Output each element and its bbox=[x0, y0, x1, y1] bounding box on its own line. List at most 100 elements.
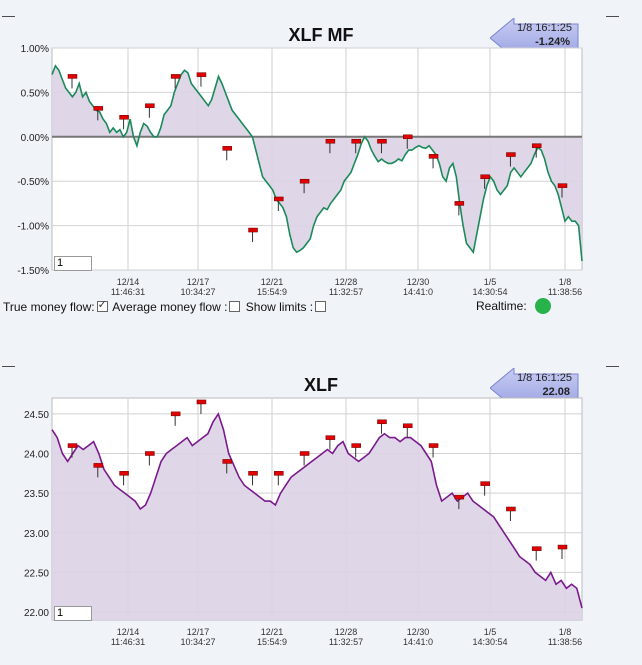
show-limits-checkbox[interactable] bbox=[315, 301, 327, 312]
y-tick-label: 1.00% bbox=[21, 44, 49, 55]
event-marker[interactable] bbox=[119, 115, 129, 120]
event-marker[interactable] bbox=[480, 174, 490, 180]
series-area bbox=[52, 413, 582, 620]
event-marker[interactable] bbox=[274, 471, 284, 476]
x-tick-time: 11:32:57 bbox=[329, 637, 363, 647]
x-tick-date: 12/30 bbox=[407, 277, 430, 287]
event-marker[interactable] bbox=[299, 451, 310, 456]
badge-time: 1/8 16:1:25 bbox=[516, 22, 572, 34]
event-marker[interactable] bbox=[196, 72, 207, 77]
x-tick-date: 1/8 bbox=[559, 627, 572, 637]
range-input[interactable]: 1 bbox=[54, 256, 92, 271]
x-tick-time: 15:54:9 bbox=[257, 637, 287, 647]
event-marker[interactable] bbox=[222, 146, 232, 151]
chart-title: XLF bbox=[304, 375, 338, 395]
event-marker[interactable] bbox=[351, 138, 361, 144]
collapse-dash-right[interactable]: — bbox=[606, 358, 619, 373]
event-marker[interactable] bbox=[428, 154, 439, 159]
price-chart: 24.50 24.00 23.50 23.00 22.50 22.00 12/1411:46… bbox=[24, 397, 583, 647]
x-tick-date: 1/8 bbox=[559, 277, 572, 287]
y-tick-label: -0.50% bbox=[17, 177, 49, 188]
x-tick-time: 11:32:57 bbox=[329, 287, 363, 297]
range-input[interactable]: 1 bbox=[54, 606, 92, 621]
y-tick-label: 23.00 bbox=[24, 529, 49, 540]
event-marker[interactable] bbox=[377, 138, 387, 144]
x-tick-time: 11:38:56 bbox=[548, 637, 582, 647]
event-marker[interactable] bbox=[557, 183, 568, 188]
event-marker[interactable] bbox=[67, 74, 78, 79]
badge-value: 22.08 bbox=[542, 386, 570, 398]
event-marker[interactable] bbox=[454, 201, 465, 206]
event-marker[interactable] bbox=[531, 546, 542, 551]
event-marker[interactable] bbox=[145, 103, 155, 108]
x-tick-date: 12/28 bbox=[335, 277, 358, 287]
options-bar: True money flow: Average money flow : Sh… bbox=[3, 298, 328, 314]
y-tick-label: 0.50% bbox=[21, 88, 49, 99]
y-tick-label: 22.00 bbox=[24, 608, 49, 619]
event-marker[interactable] bbox=[325, 138, 336, 144]
event-marker[interactable] bbox=[377, 419, 387, 425]
x-tick-time: 14:30:54 bbox=[472, 637, 507, 647]
event-marker[interactable] bbox=[196, 399, 207, 405]
x-tick-date: 12/28 bbox=[335, 627, 358, 637]
x-tick-date: 12/30 bbox=[407, 627, 430, 637]
x-tick-time: 11:46:31 bbox=[111, 637, 145, 647]
event-marker[interactable] bbox=[248, 227, 258, 233]
event-marker[interactable] bbox=[67, 443, 78, 448]
event-marker[interactable] bbox=[557, 544, 568, 550]
event-marker[interactable] bbox=[93, 463, 104, 468]
event-marker[interactable] bbox=[403, 423, 413, 428]
event-marker[interactable] bbox=[454, 494, 465, 500]
mf-panel: — — XLF MF 1/8 16:1:25 -1.24% 1.00% 0.50%… bbox=[0, 0, 642, 320]
x-tick-time: 15:54:9 bbox=[257, 287, 287, 297]
average-money-flow-label: Average money flow : bbox=[112, 300, 228, 314]
collapse-dash-left[interactable]: — bbox=[2, 8, 15, 23]
y-tick-label: 23.50 bbox=[24, 489, 49, 500]
x-tick-time: 14:41:0 bbox=[403, 637, 433, 647]
y-tick-label: -1.00% bbox=[17, 222, 49, 233]
true-money-flow-label: True money flow: bbox=[3, 300, 95, 314]
x-tick-date: 12/21 bbox=[261, 277, 284, 287]
realtime-label: Realtime: bbox=[476, 299, 527, 313]
price-panel: — — XLF 1/8 16:1:25 22.08 24.50 24.00 23.5… bbox=[0, 350, 642, 665]
x-tick-date: 12/21 bbox=[261, 627, 284, 637]
event-marker[interactable] bbox=[299, 178, 310, 184]
x-tick-date: 12/17 bbox=[187, 277, 210, 287]
event-marker[interactable] bbox=[222, 459, 232, 464]
event-marker[interactable] bbox=[145, 451, 155, 456]
collapse-dash-right[interactable]: — bbox=[606, 8, 619, 23]
event-marker[interactable] bbox=[325, 435, 336, 440]
x-tick-time: 14:30:54 bbox=[472, 287, 507, 297]
y-tick-label: -1.50% bbox=[17, 266, 49, 277]
event-marker[interactable] bbox=[531, 143, 542, 148]
event-marker[interactable] bbox=[480, 481, 490, 486]
realtime-indicator: Realtime: bbox=[476, 298, 551, 314]
x-tick-time: 14:41:0 bbox=[403, 287, 433, 297]
realtime-status-icon[interactable] bbox=[534, 298, 551, 314]
event-marker[interactable] bbox=[248, 471, 258, 476]
collapse-dash-left[interactable]: — bbox=[2, 358, 15, 373]
x-tick-date: 1/5 bbox=[484, 277, 497, 287]
x-tick-time: 10:34:27 bbox=[180, 287, 215, 297]
event-marker[interactable] bbox=[428, 443, 439, 448]
event-marker[interactable] bbox=[119, 471, 129, 476]
y-tick-label: 22.50 bbox=[24, 568, 49, 579]
x-tick-time: 10:34:27 bbox=[180, 637, 215, 647]
event-marker[interactable] bbox=[403, 134, 413, 140]
chart-title: XLF MF bbox=[288, 25, 354, 45]
event-marker[interactable] bbox=[93, 106, 104, 111]
series-line bbox=[51, 412, 583, 609]
show-limits-label: Show limits : bbox=[245, 300, 314, 314]
y-tick-label: 24.50 bbox=[24, 410, 49, 421]
event-marker[interactable] bbox=[274, 196, 284, 202]
event-marker[interactable] bbox=[506, 152, 516, 157]
event-marker[interactable] bbox=[170, 411, 181, 417]
true-money-flow-checkbox[interactable] bbox=[96, 298, 108, 312]
series-area bbox=[52, 65, 582, 262]
event-marker[interactable] bbox=[170, 74, 181, 79]
event-marker[interactable] bbox=[351, 443, 361, 448]
badge-time: 1/8 16:1:25 bbox=[516, 372, 572, 384]
y-tick-label: 0.00% bbox=[21, 133, 49, 144]
event-marker[interactable] bbox=[506, 506, 516, 512]
average-money-flow-checkbox[interactable] bbox=[229, 301, 241, 312]
